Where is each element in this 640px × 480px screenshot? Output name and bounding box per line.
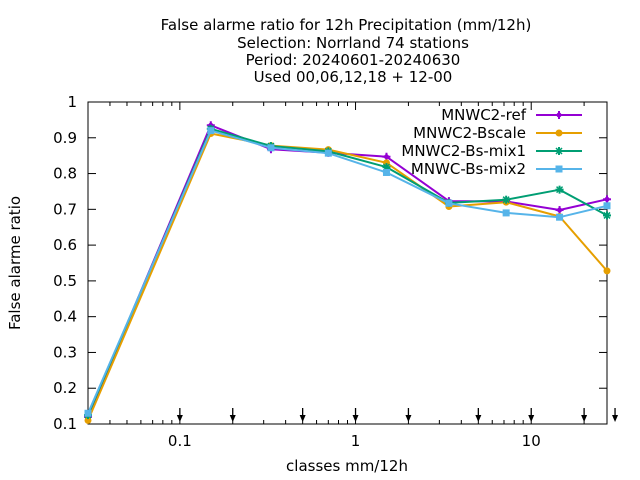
y-tick-label: 0.8 (53, 165, 77, 183)
y-tick-label: 1 (67, 93, 77, 111)
series-1 (84, 121, 611, 421)
series-line (87, 132, 608, 421)
series-4 (84, 127, 611, 417)
series-group (84, 121, 611, 424)
plot-frame (87, 101, 608, 425)
marker-plus-center (557, 207, 563, 213)
class-arrow (176, 408, 183, 422)
y-tick-label: 0.2 (53, 379, 77, 397)
marker-square (556, 213, 564, 221)
data-point (555, 206, 564, 215)
x-axis: 0.1 1 10 (87, 102, 585, 450)
class-arrow-head (176, 415, 183, 422)
y-tick-label: 0.6 (53, 236, 77, 254)
data-point (382, 168, 390, 176)
class-arrow (581, 408, 588, 422)
class-arrow-head (229, 415, 236, 422)
marker-square (382, 168, 390, 176)
marker-star-d2 (555, 147, 563, 155)
class-arrow-head (352, 415, 359, 422)
x-tick-label: 10 (522, 432, 541, 450)
data-point (603, 267, 611, 275)
marker-plus-center (383, 154, 389, 160)
marker-circle (555, 129, 563, 137)
x-tick-label: 0.1 (168, 432, 192, 450)
class-arrow-head (475, 415, 482, 422)
class-arrow (405, 408, 412, 422)
class-arrow (352, 408, 359, 422)
title-line-4: Used 00,06,12,18 + 12-00 (254, 68, 453, 86)
class-arrow (612, 408, 619, 422)
legend-item: MNWC-Bs-mix2 (411, 160, 582, 178)
marker-square (555, 165, 563, 173)
legend-item: MNWC2-Bs-mix1 (401, 142, 582, 160)
class-arrow (475, 408, 482, 422)
y-tick-label: 0.5 (53, 272, 77, 290)
data-point (207, 127, 215, 135)
data-point (324, 149, 332, 157)
data-point (84, 409, 92, 417)
marker-square (324, 149, 332, 157)
data-point (603, 211, 611, 220)
marker-square (84, 409, 92, 417)
marker-circle (84, 416, 92, 424)
class-arrow-head (405, 415, 412, 422)
data-point (267, 144, 275, 152)
data-point (603, 195, 611, 204)
data-point (445, 199, 453, 207)
series-line (87, 129, 608, 414)
data-point (502, 195, 511, 204)
class-arrow-head (581, 415, 588, 422)
series-line (87, 127, 608, 416)
y-tick-label: 0.7 (53, 200, 77, 218)
data-point (502, 209, 510, 217)
class-arrow (299, 408, 306, 422)
legend-item: MNWC2-ref (441, 106, 582, 124)
class-arrow-head (528, 415, 535, 422)
class-arrows (176, 408, 619, 422)
marker-square (502, 209, 510, 217)
marker-square (267, 144, 275, 152)
marker-square (603, 202, 611, 210)
marker-circle (603, 267, 611, 275)
y-tick-label: 0.1 (53, 415, 77, 433)
legend-label: MNWC2-Bs-mix1 (401, 142, 526, 160)
class-arrow-head (299, 415, 306, 422)
y-tick-label: 0.4 (53, 308, 77, 326)
data-point (556, 213, 564, 221)
y-tick-label: 0.9 (53, 129, 77, 147)
legend: MNWC2-refMNWC2-BscaleMNWC2-Bs-mix1MNWC-B… (401, 106, 582, 178)
class-arrow (528, 408, 535, 422)
x-tick-label: 1 (351, 432, 361, 450)
marker-plus-center (556, 112, 562, 118)
y-axis-label: False alarme ratio (6, 196, 24, 330)
class-arrow (229, 408, 236, 422)
title-line-1: False alarme ratio for 12h Precipitation… (161, 16, 532, 34)
series-line (87, 124, 608, 418)
title-line-2: Selection: Norrland 74 stations (237, 34, 469, 52)
chart-title: False alarme ratio for 12h Precipitation… (161, 16, 532, 86)
marker-square (207, 127, 215, 135)
data-point (84, 416, 92, 424)
class-arrow-head (612, 415, 619, 422)
series-3 (84, 124, 611, 420)
series-2 (84, 129, 611, 424)
marker-plus-center (604, 196, 610, 202)
data-point (603, 202, 611, 210)
x-axis-label: classes mm/12h (286, 457, 408, 475)
data-point (555, 185, 564, 194)
legend-label: MNWC-Bs-mix2 (411, 160, 526, 178)
marker-square (445, 199, 453, 207)
legend-label: MNWC2-Bscale (413, 124, 526, 142)
y-axis: 0.1 0.2 0.3 0.4 0.5 0.6 0.7 0.8 0.9 1 (53, 93, 607, 433)
legend-item: MNWC2-Bscale (413, 124, 582, 142)
y-tick-label: 0.3 (53, 343, 77, 361)
marker-star-d2 (502, 196, 510, 204)
marker-star-d2 (603, 211, 611, 219)
legend-label: MNWC2-ref (441, 106, 526, 124)
marker-star-d2 (556, 186, 564, 194)
title-line-3: Period: 20240601-20240630 (246, 51, 461, 69)
